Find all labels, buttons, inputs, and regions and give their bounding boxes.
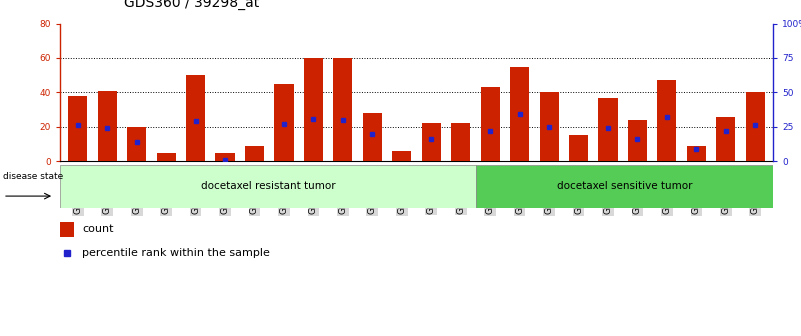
Bar (510, 67, 529, 161)
Text: docetaxel resistant tumor: docetaxel resistant tumor (201, 181, 336, 192)
Text: docetaxel sensitive tumor: docetaxel sensitive tumor (557, 181, 692, 192)
Bar (156, 153, 175, 161)
Bar (60, 222, 74, 237)
Bar (686, 146, 706, 161)
Bar (628, 120, 647, 161)
Text: disease state: disease state (3, 172, 63, 181)
Bar (392, 151, 412, 161)
Text: percentile rank within the sample: percentile rank within the sample (82, 248, 270, 258)
Bar (481, 87, 500, 161)
Bar (476, 165, 773, 208)
Bar (60, 165, 476, 208)
Bar (540, 92, 558, 161)
Bar (333, 58, 352, 161)
Bar (363, 113, 382, 161)
Bar (245, 146, 264, 161)
Bar (421, 123, 441, 161)
Bar (746, 92, 765, 161)
Bar (127, 127, 147, 161)
Bar (658, 80, 677, 161)
Bar (716, 117, 735, 161)
Text: count: count (82, 224, 114, 235)
Text: GDS360 / 39298_at: GDS360 / 39298_at (124, 0, 260, 10)
Bar (598, 97, 618, 161)
Bar (304, 58, 323, 161)
Bar (215, 153, 235, 161)
Bar (451, 123, 470, 161)
Bar (275, 84, 293, 161)
Bar (186, 75, 205, 161)
Bar (98, 91, 117, 161)
Bar (68, 96, 87, 161)
Bar (569, 135, 588, 161)
